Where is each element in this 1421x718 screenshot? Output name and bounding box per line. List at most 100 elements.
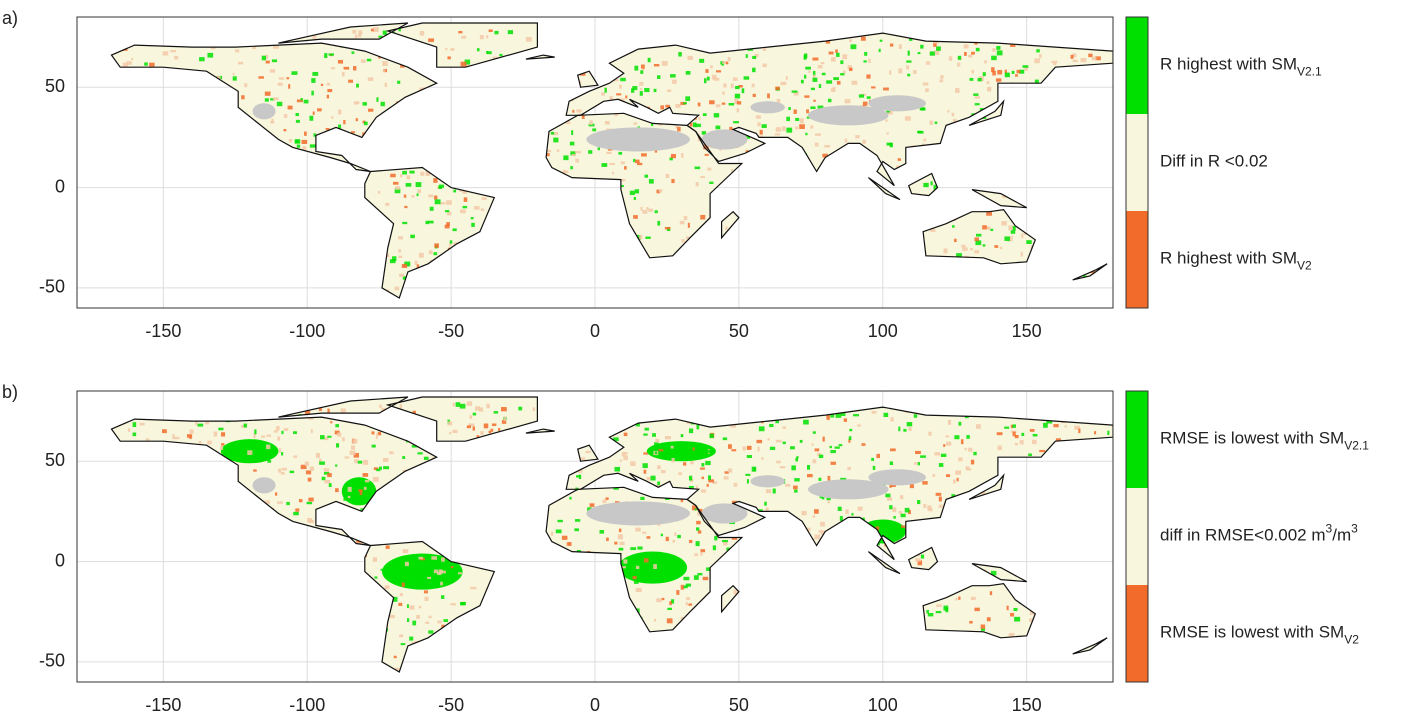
pixel-patch	[353, 101, 358, 105]
pixel-patch	[788, 107, 791, 110]
pixel-patch	[765, 507, 769, 512]
pixel-patch	[709, 181, 714, 184]
pixel-patch	[879, 39, 883, 42]
pixel-patch	[990, 570, 997, 576]
pixel-patch	[323, 471, 330, 475]
pixel-patch	[371, 431, 375, 435]
pixel-patch	[576, 549, 581, 553]
pixel-patch	[604, 87, 607, 93]
pixel-patch	[826, 80, 833, 84]
pixel-patch	[392, 181, 399, 185]
x-tick-label: 150	[1012, 695, 1042, 715]
pixel-patch	[695, 527, 700, 531]
pixel-patch	[449, 240, 453, 244]
pixel-patch	[810, 106, 816, 110]
pixel-patch	[355, 118, 358, 122]
pixel-patch	[266, 434, 272, 437]
pixel-patch	[812, 515, 816, 518]
pixel-patch	[438, 184, 445, 188]
pixel-patch	[669, 157, 673, 161]
pixel-patch	[205, 421, 210, 425]
pixel-patch	[149, 62, 155, 67]
pixel-patch	[644, 427, 649, 431]
pixel-patch	[848, 439, 851, 443]
pixel-patch	[312, 35, 317, 39]
pixel-patch	[602, 499, 607, 504]
pixel-patch	[459, 403, 466, 409]
pixel-patch	[609, 162, 615, 166]
pixel-patch	[1024, 66, 1028, 71]
pixel-patch	[475, 406, 481, 411]
pixel-patch	[606, 151, 612, 155]
pixel-patch	[933, 184, 939, 190]
pixel-patch	[767, 93, 770, 99]
pixel-patch	[264, 500, 270, 504]
pixel-patch	[676, 590, 680, 595]
pixel-patch	[304, 131, 307, 136]
pixel-patch	[404, 261, 411, 267]
pixel-patch	[619, 459, 623, 462]
coastline	[971, 189, 1027, 209]
pixel-patch	[639, 81, 644, 86]
pixel-patch	[1091, 56, 1097, 61]
pixel-patch	[1078, 428, 1081, 434]
pixel-patch	[793, 485, 798, 490]
pixel-patch	[579, 457, 586, 460]
pixel-patch	[276, 101, 283, 107]
pixel-patch	[620, 566, 626, 569]
pixel-patch	[725, 61, 729, 65]
pixel-patch	[402, 170, 407, 175]
pixel-patch	[426, 171, 431, 175]
pixel-patch	[335, 464, 338, 467]
pixel-patch	[416, 264, 420, 268]
pixel-patch	[1022, 65, 1029, 68]
pixel-patch	[612, 171, 615, 175]
pixel-patch	[252, 45, 256, 50]
masked-region	[701, 503, 748, 524]
pixel-patch	[786, 127, 793, 133]
pixel-patch	[955, 598, 958, 601]
pixel-patch	[385, 202, 390, 206]
pixel-patch	[849, 39, 853, 42]
pixel-patch	[399, 593, 403, 597]
pixel-patch	[640, 206, 643, 211]
pixel-patch	[450, 603, 456, 606]
masked-region	[586, 127, 690, 152]
pixel-patch	[354, 491, 361, 497]
plot-frame	[76, 16, 1114, 309]
pixel-patch	[349, 450, 356, 455]
pixel-patch	[411, 195, 415, 198]
pixel-patch	[656, 598, 662, 603]
pixel-patch	[338, 124, 342, 129]
pixel-patch	[746, 445, 752, 450]
pixel-patch	[162, 429, 167, 434]
pixel-patch	[936, 604, 942, 607]
coastline	[720, 584, 740, 614]
pixel-patch	[466, 401, 473, 406]
pixel-patch	[311, 90, 314, 96]
pixel-patch	[754, 53, 759, 57]
pixel-patch	[893, 516, 896, 519]
pixel-patch	[601, 163, 608, 167]
pixel-patch	[592, 128, 597, 132]
pixel-patch	[786, 116, 790, 122]
pixel-patch	[715, 125, 721, 130]
pixel-patch	[326, 82, 331, 86]
pixel-patch	[411, 445, 418, 448]
pixel-patch	[680, 616, 684, 621]
pixel-patch	[699, 58, 705, 63]
pixel-patch	[625, 95, 628, 99]
pixel-patch	[631, 88, 635, 93]
pixel-patch	[653, 64, 660, 67]
pixel-patch	[734, 99, 739, 104]
pixel-patch	[661, 61, 668, 66]
pixel-patch	[686, 597, 690, 601]
pixel-patch	[688, 485, 694, 490]
pixel-patch	[296, 144, 301, 148]
pixel-patch	[710, 65, 713, 69]
pixel-patch	[483, 423, 489, 429]
pixel-patch	[195, 421, 198, 426]
pixel-patch	[418, 252, 424, 258]
pixel-patch	[899, 495, 904, 500]
pixel-patch	[731, 449, 737, 452]
